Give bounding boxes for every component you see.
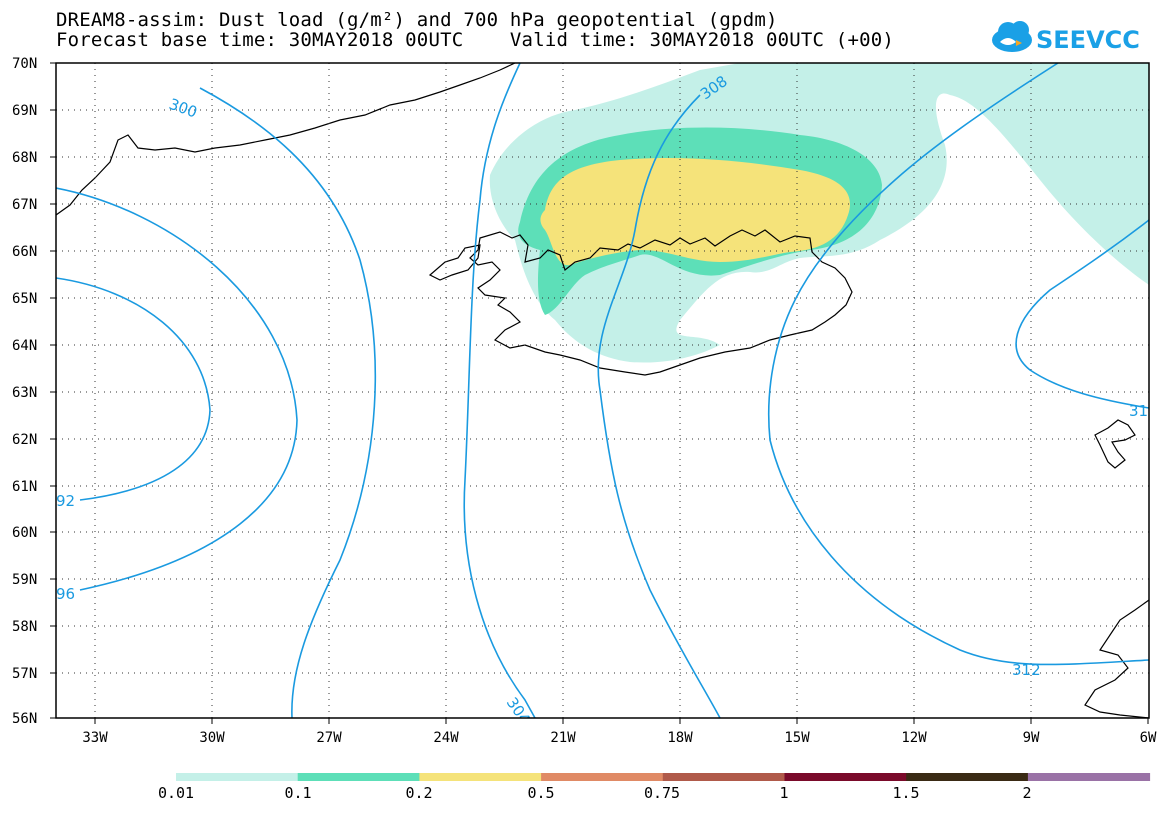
forecast-times: Forecast base time: 30MAY2018 00UTC Vali… xyxy=(56,29,895,51)
logo-text: SEEVCCC xyxy=(1036,26,1140,54)
lat-label-66n: 66N xyxy=(12,244,37,260)
lat-label-56n: 56N xyxy=(12,711,37,727)
contour-label-304: 304 xyxy=(503,694,534,728)
contour-label-300: 300 xyxy=(167,95,200,122)
contour-308 xyxy=(597,94,721,718)
lat-label-61n: 61N xyxy=(12,479,37,495)
seevccc-logo: SEEVCCC xyxy=(992,21,1140,54)
lat-label-63n: 63N xyxy=(12,385,37,401)
lon-label-24w: 24W xyxy=(433,730,459,746)
lat-label-69n: 69N xyxy=(12,103,37,119)
lon-label-12w: 12W xyxy=(901,730,927,746)
dust-0.2-region xyxy=(540,158,851,266)
contour-292 xyxy=(56,277,211,501)
legend-swatch-0.2 xyxy=(419,773,542,781)
legend-label-0.1: 0.1 xyxy=(284,784,312,802)
lon-label-9w: 9W xyxy=(1023,730,1040,746)
lon-label-27w: 27W xyxy=(316,730,342,746)
legend-swatch-1 xyxy=(784,773,907,781)
lat-label-59n: 59N xyxy=(12,572,37,588)
contour-316 xyxy=(1015,219,1149,409)
graticule xyxy=(56,63,1149,718)
lat-label-64n: 64N xyxy=(12,338,37,354)
contour-label-316: 31 xyxy=(1129,402,1148,420)
legend-colorbar xyxy=(176,773,1151,781)
contour-304 xyxy=(463,63,536,718)
legend-label-1: 1 xyxy=(779,784,789,802)
lat-label-62n: 62N xyxy=(12,432,37,448)
legend-label-0.75: 0.75 xyxy=(643,784,681,802)
legend-swatch-1.5 xyxy=(906,773,1029,781)
lon-label-21w: 21W xyxy=(550,730,576,746)
legend-label-2: 2 xyxy=(1022,784,1032,802)
legend-label-0.5: 0.5 xyxy=(527,784,555,802)
contour-312 xyxy=(767,63,1149,666)
longitude-axis: 33W 30W 27W 24W 21W 18W 15W 12W 9W 6W xyxy=(82,718,1157,746)
legend-label-0.01: 0.01 xyxy=(157,784,195,802)
lon-label-33w: 33W xyxy=(82,730,108,746)
legend-label-0.2: 0.2 xyxy=(405,784,433,802)
lat-label-58n: 58N xyxy=(12,619,37,635)
contour-label-296: 96 xyxy=(56,585,75,603)
contour-label-292: 92 xyxy=(56,492,75,510)
lon-label-6w: 6W xyxy=(1140,730,1157,746)
plot-frame xyxy=(55,62,1150,719)
lon-label-18w: 18W xyxy=(667,730,693,746)
contour-296 xyxy=(56,187,298,591)
legend-label-1.5: 1.5 xyxy=(892,784,920,802)
lon-label-15w: 15W xyxy=(784,730,810,746)
westfjords-coastline xyxy=(428,244,481,281)
map-title: DREAM8-assim: Dust load (g/m²) and 700 h… xyxy=(56,9,778,31)
latitude-axis: 70N 69N 68N 67N 66N 65N 64N 63N 62N 61N … xyxy=(12,56,56,727)
lon-label-30w: 30W xyxy=(199,730,225,746)
legend-swatch-0.75 xyxy=(662,773,785,781)
lat-label-65n: 65N xyxy=(12,291,37,307)
lat-label-68n: 68N xyxy=(12,150,37,166)
faroe-coastline xyxy=(1094,419,1136,469)
lat-label-67n: 67N xyxy=(12,197,37,213)
contour-label-312: 312 xyxy=(1012,661,1041,679)
legend-swatch-0.1 xyxy=(297,773,420,781)
legend-swatch-2 xyxy=(1027,773,1151,781)
plot-area: 300 308 92 96 304 312 31 xyxy=(56,63,1149,728)
cloud-logo-icon xyxy=(992,21,1032,52)
legend-swatch-0.5 xyxy=(541,773,664,781)
contour-300 xyxy=(199,87,377,718)
geopotential-contours xyxy=(56,63,1149,718)
scotland-coastline xyxy=(1084,599,1149,718)
greenland-coastline xyxy=(56,63,516,216)
legend-swatch-0.01 xyxy=(176,773,299,781)
lat-label-60n: 60N xyxy=(12,525,37,541)
lat-label-57n: 57N xyxy=(12,666,37,682)
lat-label-70n: 70N xyxy=(12,56,37,72)
